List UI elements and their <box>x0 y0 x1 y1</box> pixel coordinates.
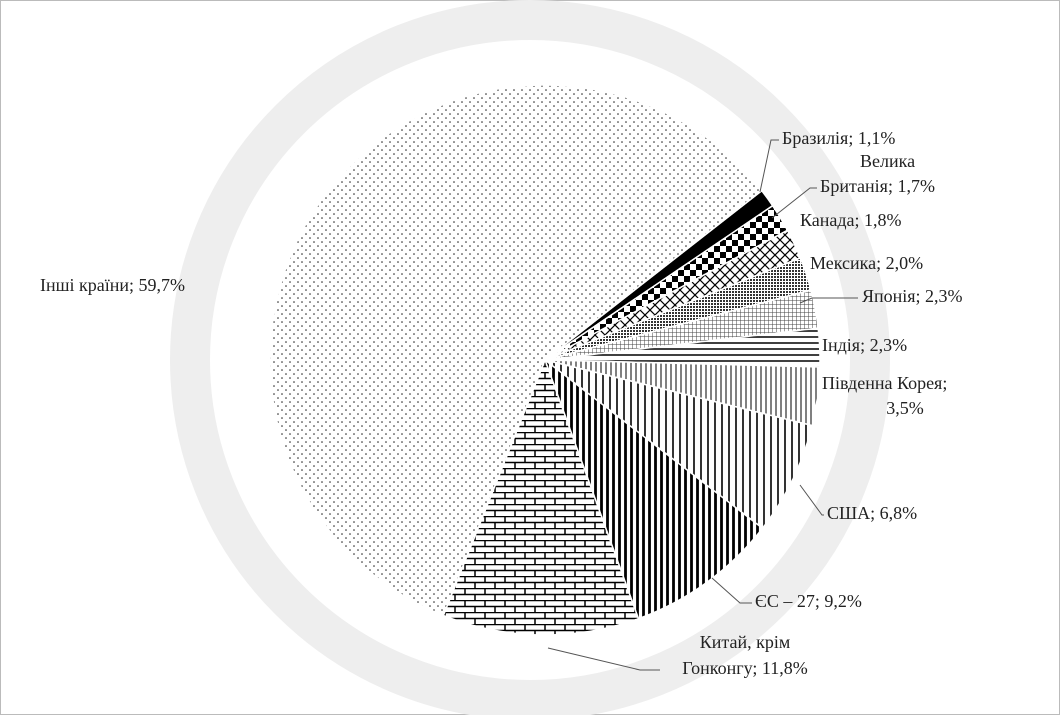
data-label: Південна Корея; <box>822 373 947 393</box>
pie-slice <box>442 357 640 636</box>
data-label: Інші країни; 59,7% <box>40 275 185 295</box>
leader-line <box>771 187 817 219</box>
watermark <box>170 0 890 715</box>
leader-line <box>799 484 824 516</box>
data-label: США; 6,8% <box>827 503 917 523</box>
data-label: Велика <box>860 151 915 171</box>
leader-line <box>759 139 779 193</box>
data-label: Японія; 2,3% <box>862 286 963 306</box>
pie-slice <box>544 359 813 530</box>
data-label: ЄС – 27; 9,2% <box>755 591 862 611</box>
data-label: Бразилія; 1,1% <box>782 128 895 148</box>
data-label: Мексика; 2,0% <box>810 253 923 273</box>
data-label: Канада; 1,8% <box>800 210 902 230</box>
leader-line <box>547 647 660 671</box>
data-label: Британія; 1,7% <box>820 176 935 196</box>
leader-line <box>711 577 752 604</box>
data-label: Гонконгу; 11,8% <box>682 658 807 678</box>
pie-slice <box>543 357 764 620</box>
data-label: Індія; 2,3% <box>822 335 907 355</box>
data-label: 3,5% <box>886 398 924 418</box>
data-label: Китай, крім <box>700 632 790 652</box>
pie-slice <box>269 84 763 617</box>
leader-line <box>799 297 858 304</box>
